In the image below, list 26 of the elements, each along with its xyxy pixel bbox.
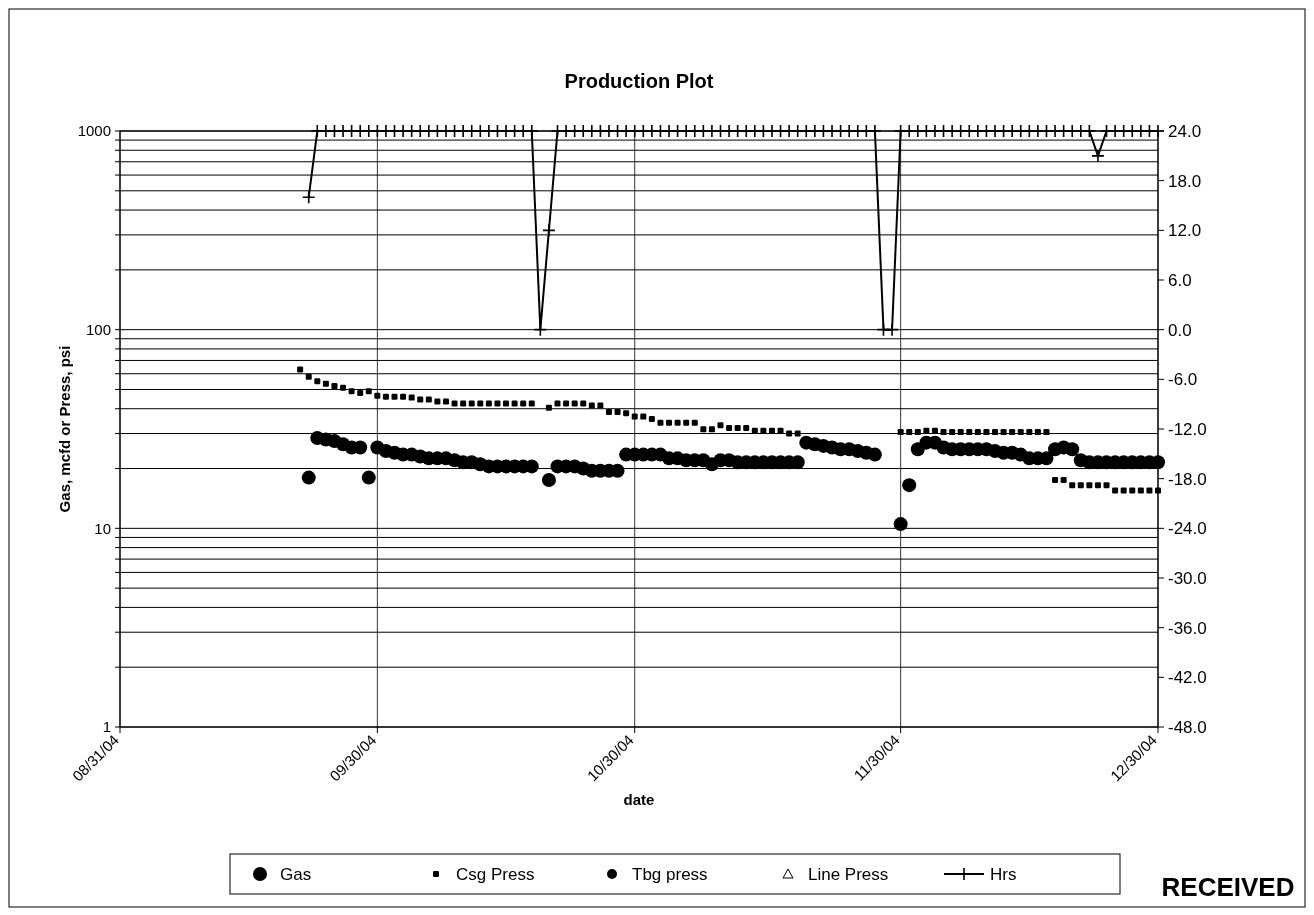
y2-tick-label: -18.0	[1168, 469, 1207, 489]
y-tick-label: 1	[102, 718, 111, 736]
legend-label: Line Press	[808, 864, 889, 884]
y2-tick-label: -12.0	[1168, 419, 1207, 439]
y2-tick-label: 18.0	[1168, 171, 1202, 191]
chart-title: Production Plot	[564, 70, 714, 92]
legend-label: Csg Press	[456, 864, 535, 884]
y-tick-label: 1000	[77, 122, 111, 140]
y2-tick-label: 6.0	[1168, 270, 1192, 290]
text: RECEIVED	[1161, 872, 1295, 902]
y-tick-label: 100	[85, 320, 111, 338]
y2-tick-label: -36.0	[1168, 618, 1207, 638]
legend-label: Gas	[280, 864, 312, 884]
y2-tick-label: -42.0	[1168, 668, 1207, 688]
y2-tick-label: 24.0	[1168, 121, 1202, 141]
y-axis-title: Gas, mcfd or Press, psi	[56, 345, 73, 513]
y2-tick-label: 12.0	[1168, 221, 1202, 241]
x-axis-title: date	[623, 791, 655, 808]
y2-tick-label: -30.0	[1168, 568, 1207, 588]
y-tick-label: 10	[94, 519, 111, 537]
y2-tick-label: -24.0	[1168, 519, 1207, 539]
y2-tick-label: 0.0	[1168, 320, 1192, 340]
legend-label: Hrs	[990, 864, 1017, 884]
legend-label: Tbg press	[632, 864, 708, 884]
y2-tick-label: -6.0	[1168, 370, 1198, 390]
y2-tick-label: -48.0	[1168, 717, 1207, 737]
